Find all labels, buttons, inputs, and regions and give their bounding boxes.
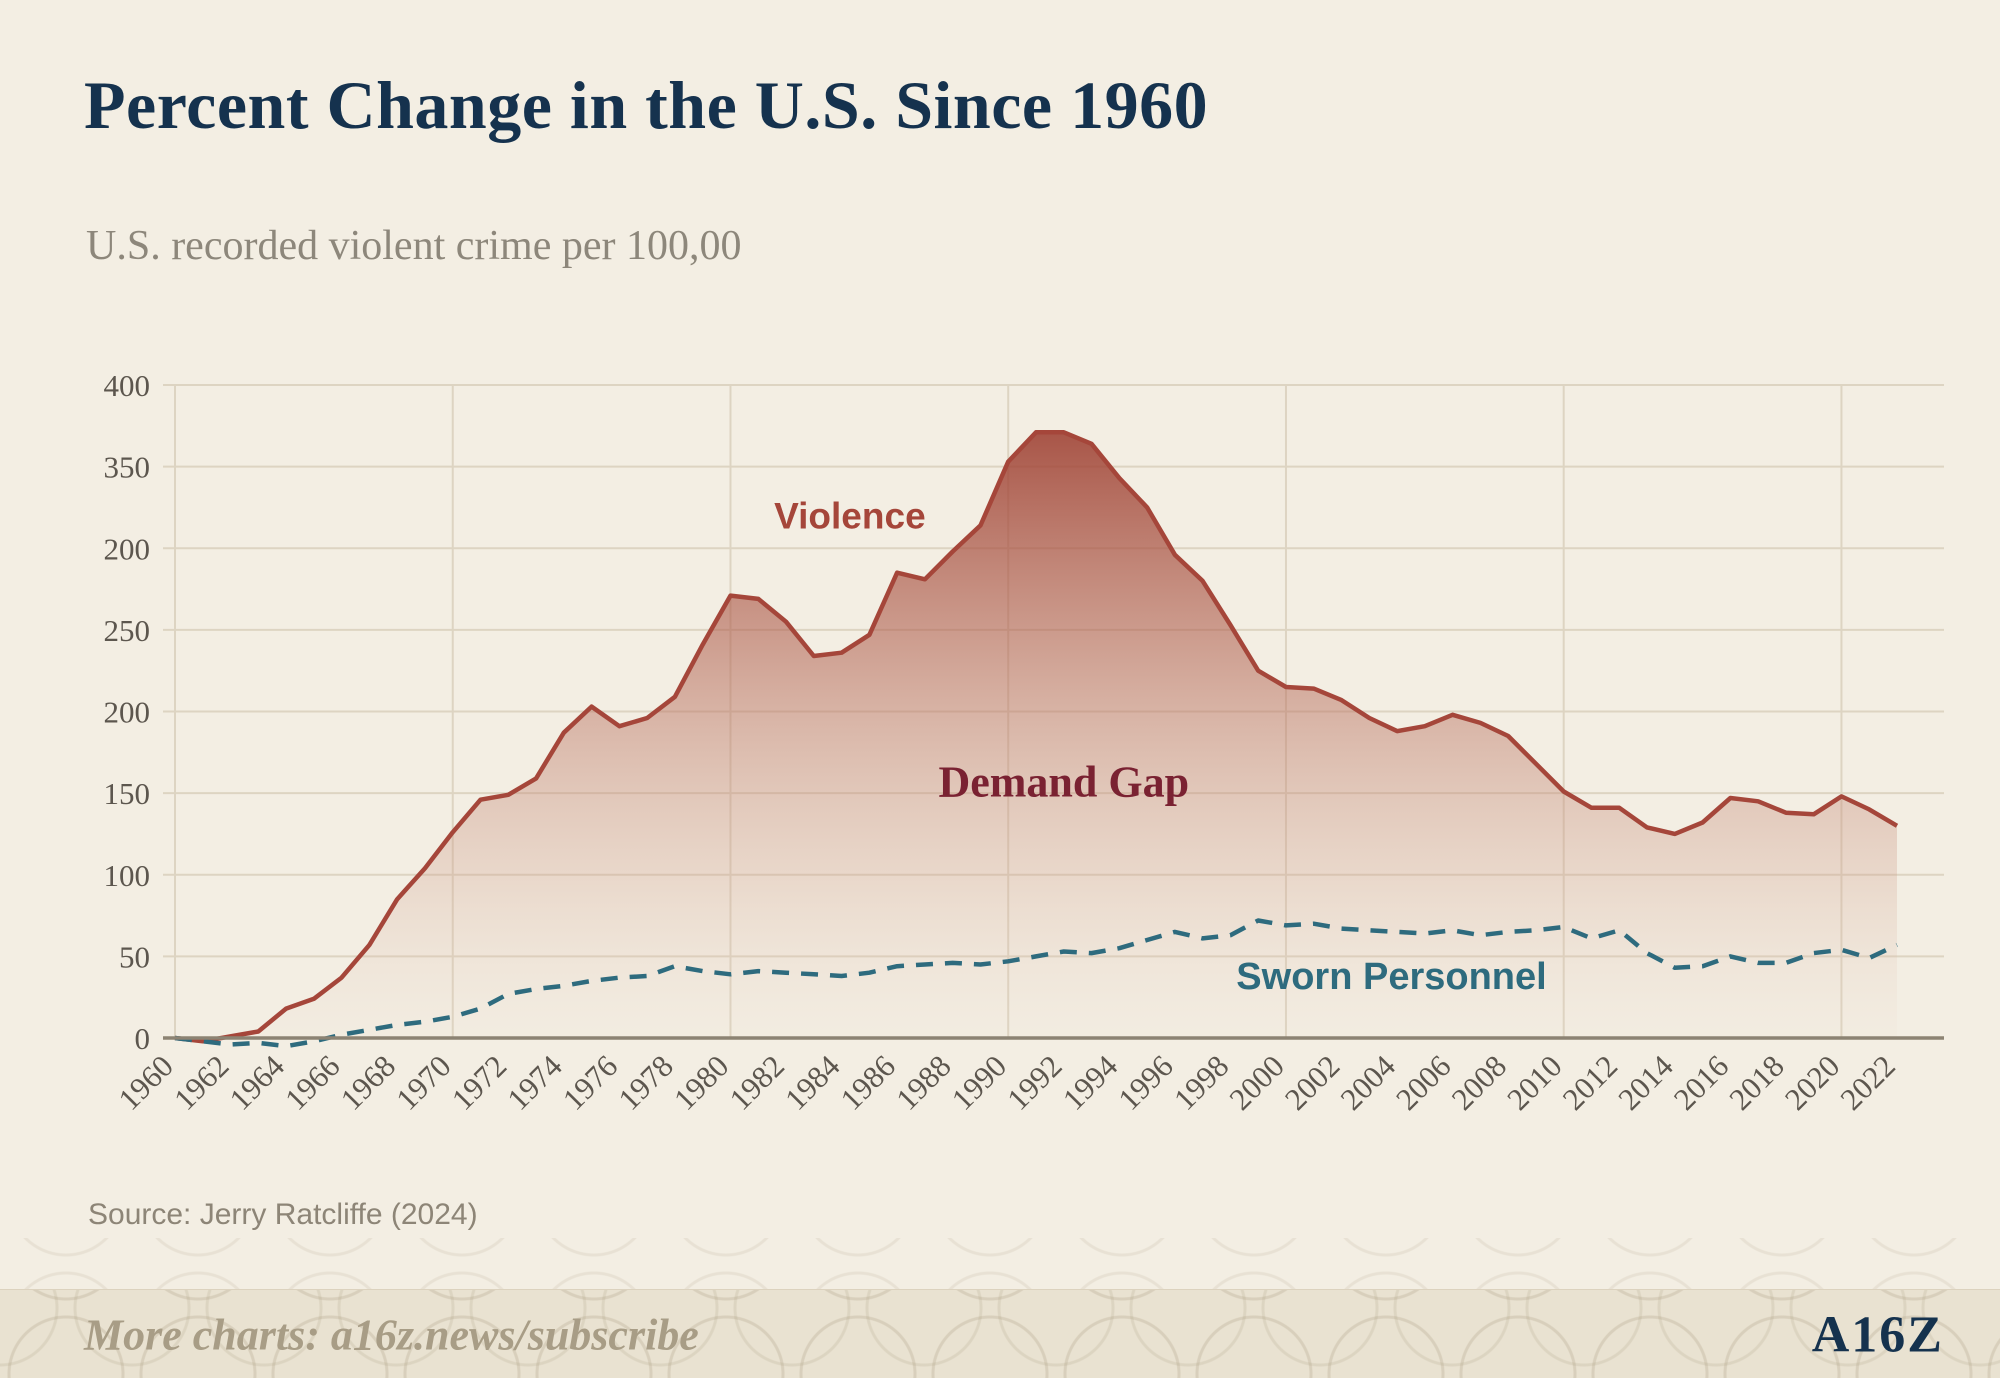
label-sworn-personnel: Sworn Personnel: [1236, 956, 1546, 998]
violence-area: [175, 432, 1897, 1042]
chart-subtitle: U.S. recorded violent crime per 100,00: [86, 223, 742, 269]
svg-text:1978: 1978: [611, 1048, 680, 1117]
svg-text:100: 100: [104, 858, 151, 893]
svg-text:1976: 1976: [556, 1048, 625, 1117]
svg-text:1988: 1988: [889, 1048, 958, 1117]
svg-text:400: 400: [104, 368, 151, 403]
svg-text:200: 200: [104, 531, 151, 566]
svg-text:1970: 1970: [389, 1048, 458, 1117]
svg-text:1966: 1966: [278, 1048, 347, 1117]
svg-text:250: 250: [104, 613, 151, 648]
svg-text:1972: 1972: [445, 1048, 514, 1117]
footer-band: More charts: a16z.news/subscribe A16Z: [0, 1289, 2000, 1378]
svg-text:1968: 1968: [334, 1048, 403, 1117]
svg-text:350: 350: [104, 450, 151, 485]
svg-text:1996: 1996: [1111, 1048, 1180, 1117]
page-title: Percent Change in the U.S. Since 1960: [84, 67, 1209, 143]
svg-text:1998: 1998: [1167, 1048, 1236, 1117]
svg-text:1974: 1974: [500, 1048, 569, 1117]
svg-text:0: 0: [135, 1021, 151, 1056]
source-note: Source: Jerry Ratcliffe (2024): [88, 1198, 478, 1231]
x-axis-labels: 1960196219641966196819701972197419761978…: [111, 1048, 1902, 1117]
svg-text:1964: 1964: [222, 1048, 291, 1117]
svg-text:2004: 2004: [1333, 1048, 1402, 1117]
svg-text:1990: 1990: [945, 1048, 1014, 1117]
svg-text:2018: 2018: [1722, 1048, 1791, 1117]
label-violence: Violence: [774, 496, 926, 537]
svg-text:1980: 1980: [667, 1048, 736, 1117]
svg-text:1960: 1960: [111, 1048, 180, 1117]
svg-text:2006: 2006: [1389, 1048, 1458, 1117]
label-demand-gap: Demand Gap: [938, 757, 1189, 806]
svg-text:1986: 1986: [833, 1048, 902, 1117]
svg-text:50: 50: [119, 939, 150, 974]
svg-text:2002: 2002: [1278, 1048, 1347, 1117]
svg-text:2014: 2014: [1611, 1048, 1680, 1117]
svg-text:200: 200: [104, 695, 151, 730]
svg-text:1992: 1992: [1000, 1048, 1069, 1117]
svg-text:150: 150: [104, 776, 151, 811]
svg-text:1982: 1982: [722, 1048, 791, 1117]
svg-text:2012: 2012: [1556, 1048, 1625, 1117]
svg-text:1994: 1994: [1056, 1048, 1125, 1117]
svg-text:2020: 2020: [1778, 1048, 1847, 1117]
sworn-personnel-line: [174, 918, 1898, 1049]
svg-text:1962: 1962: [167, 1048, 236, 1117]
arch-pattern-strip: [0, 1238, 2000, 1289]
violence-line: [174, 430, 1899, 1044]
svg-text:2022: 2022: [1833, 1048, 1902, 1117]
crime-chart: 400 350 200 250 200 150 100 50 01960196219641966…: [104, 368, 1944, 1117]
footer-promo: More charts: a16z.news/subscribe: [84, 1310, 699, 1359]
a16z-logo: A16Z: [1811, 1306, 1944, 1363]
y-axis-labels: 400 350 200 250 200 150 100 50 0: [104, 368, 151, 1056]
svg-text:1984: 1984: [778, 1048, 847, 1117]
svg-text:2016: 2016: [1667, 1048, 1736, 1117]
svg-text:2010: 2010: [1500, 1048, 1569, 1117]
svg-text:2000: 2000: [1222, 1048, 1291, 1117]
svg-text:2008: 2008: [1445, 1048, 1514, 1117]
